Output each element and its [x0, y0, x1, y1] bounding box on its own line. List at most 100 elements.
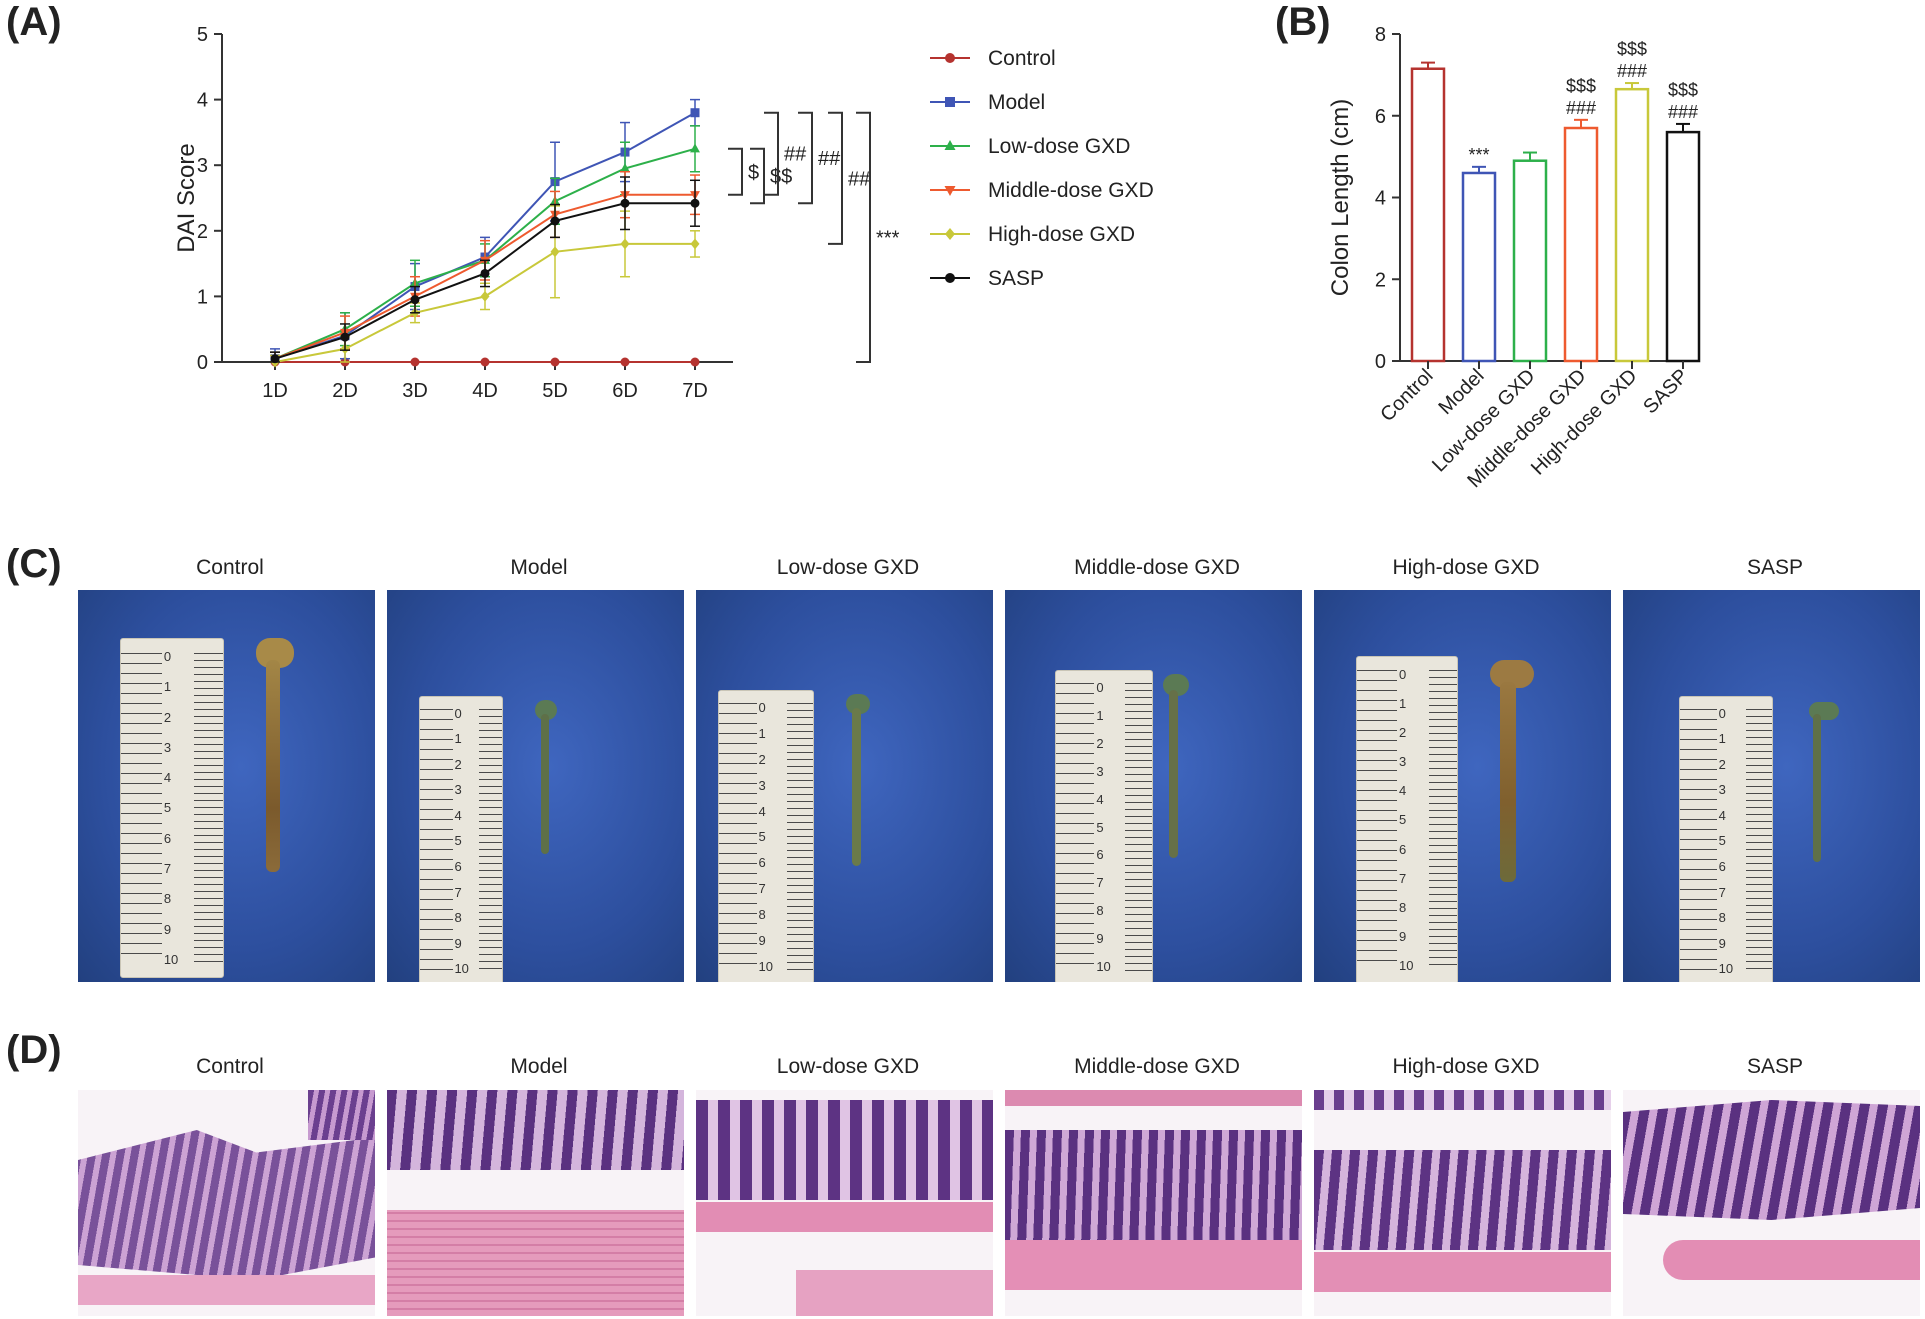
colon-sample	[535, 700, 557, 720]
significance-label: $$$	[1566, 76, 1596, 96]
data-point	[620, 357, 630, 367]
panel-label-c: (C)	[6, 542, 62, 586]
histo-title-control: Control	[196, 1055, 264, 1078]
legend-label: Low-dose GXD	[988, 135, 1130, 158]
significance-bracket	[764, 111, 779, 196]
y-axis-label: DAI Score	[173, 143, 200, 252]
ruler: 0 1 2 3 4 5 6 7 8 9 10	[1679, 696, 1773, 982]
photo-title-sasp: SASP	[1746, 556, 1804, 579]
y-tick-label: 4	[197, 90, 208, 112]
bar	[1665, 130, 1701, 363]
x-tick-label: 1D	[262, 380, 288, 402]
legend-marker	[945, 228, 955, 240]
significance-label: ***	[876, 227, 900, 249]
data-point	[550, 357, 560, 367]
bar	[1410, 67, 1446, 363]
colon-sample-body	[1813, 714, 1821, 862]
photo-title-model: Model	[510, 556, 568, 579]
data-point	[690, 357, 700, 367]
panel-label-a: (A)	[6, 0, 62, 44]
histology-sasp	[1623, 1090, 1920, 1316]
data-point	[620, 198, 630, 208]
photo-middle-dose: 0 1 2 3 4 5 6 7 8 9 10	[1005, 590, 1302, 982]
significance-bracket	[750, 147, 765, 205]
legend-marker	[945, 273, 955, 283]
x-tick-label: 4D	[472, 380, 498, 402]
histo-title-high-dose: High-dose GXD	[1392, 1055, 1540, 1078]
photo-low-dose: 0 1 2 3 4 5 6 7 8 9 10	[696, 590, 993, 982]
significance-bracket	[728, 147, 743, 196]
x-tick-label: SASP	[1639, 365, 1692, 418]
data-point	[690, 108, 700, 118]
significance-label: $	[748, 162, 759, 184]
data-point	[410, 295, 420, 305]
significance-bracket	[798, 111, 813, 205]
significance-label: $$$	[1617, 39, 1647, 59]
data-point	[690, 238, 700, 250]
y-tick-label: 2	[1375, 269, 1386, 291]
panel-label-d: (D)	[6, 1028, 62, 1072]
photo-title-middle-dose: Middle-dose GXD	[1074, 556, 1240, 579]
data-point	[550, 246, 560, 258]
x-tick-label: 7D	[682, 380, 708, 402]
significance-label: ##	[848, 168, 871, 190]
y-tick-label: 1	[197, 286, 208, 308]
dai-line-chart: 0 1 2 3 4 5 1D 2D 3D 4D 5D 6D 7D DAI Score Control Mode…	[173, 24, 1154, 402]
significance-label: ##	[784, 144, 807, 166]
colon-sample-body	[266, 660, 280, 872]
colon-sample-body	[1169, 690, 1178, 858]
significance-label: $$$	[1668, 80, 1698, 100]
legend-label: SASP	[988, 267, 1044, 290]
legend-marker	[944, 186, 956, 196]
legend-label: High-dose GXD	[988, 223, 1135, 246]
bar	[1512, 159, 1548, 363]
legend-label: Middle-dose GXD	[988, 179, 1154, 202]
histology-model	[387, 1090, 684, 1316]
y-tick-label: 0	[1375, 351, 1386, 373]
data-point	[550, 216, 560, 226]
data-point	[480, 291, 490, 302]
histology-low-dose	[696, 1090, 993, 1316]
significance-label: ###	[1566, 98, 1596, 118]
y-tick-label: 6	[1375, 106, 1386, 128]
histology-control	[78, 1090, 375, 1316]
photo-sasp: 0 1 2 3 4 5 6 7 8 9 10	[1623, 590, 1920, 982]
y-tick-label: 4	[1375, 188, 1386, 210]
photo-high-dose: 0 1 2 3 4 5 6 7 8 9 10	[1314, 590, 1611, 982]
data-point	[480, 357, 490, 367]
colon-sample-body	[1500, 682, 1516, 882]
legend-marker	[945, 53, 955, 63]
photo-title-control: Control	[196, 556, 264, 579]
photo-title-low-dose: Low-dose GXD	[776, 556, 920, 579]
bar	[1614, 87, 1650, 363]
histo-title-low-dose: Low-dose GXD	[776, 1055, 920, 1078]
data-point	[690, 198, 700, 208]
histo-title-middle-dose: Middle-dose GXD	[1074, 1055, 1240, 1078]
colon-sample-body	[541, 714, 549, 854]
photo-control: 0 1 2 3 4 5 6 7 8 9 10	[78, 590, 375, 982]
data-point	[270, 354, 280, 364]
significance-label: $$	[770, 166, 792, 188]
histo-title-model: Model	[510, 1055, 568, 1078]
ruler: 0 1 2 3 4 5 6 7 8 9 10	[419, 696, 503, 982]
bar	[1563, 126, 1599, 363]
legend-marker	[944, 140, 956, 150]
y-tick-label: 8	[1375, 24, 1386, 46]
data-point	[620, 163, 630, 173]
legend-marker	[945, 97, 955, 107]
photo-title-high-dose: High-dose GXD	[1392, 556, 1540, 579]
histo-title-sasp: SASP	[1746, 1055, 1804, 1078]
y-tick-label: 5	[197, 24, 208, 46]
photo-model: 0 1 2 3 4 5 6 7 8 9 10	[387, 590, 684, 982]
significance-label: ***	[1468, 145, 1489, 165]
data-point	[410, 357, 420, 367]
significance-bracket	[856, 111, 871, 363]
bar	[1461, 171, 1497, 363]
ruler: 0 1 2 3 4 5 6 7 8 9 10	[1356, 656, 1458, 982]
ruler: 0 1 2 3 4 5 6 7 8 9 10	[1055, 670, 1153, 982]
x-tick-label: 2D	[332, 380, 358, 402]
significance-label: ##	[818, 148, 841, 170]
y-axis-label: Colon Length (cm)	[1327, 99, 1354, 296]
data-point	[340, 332, 350, 342]
